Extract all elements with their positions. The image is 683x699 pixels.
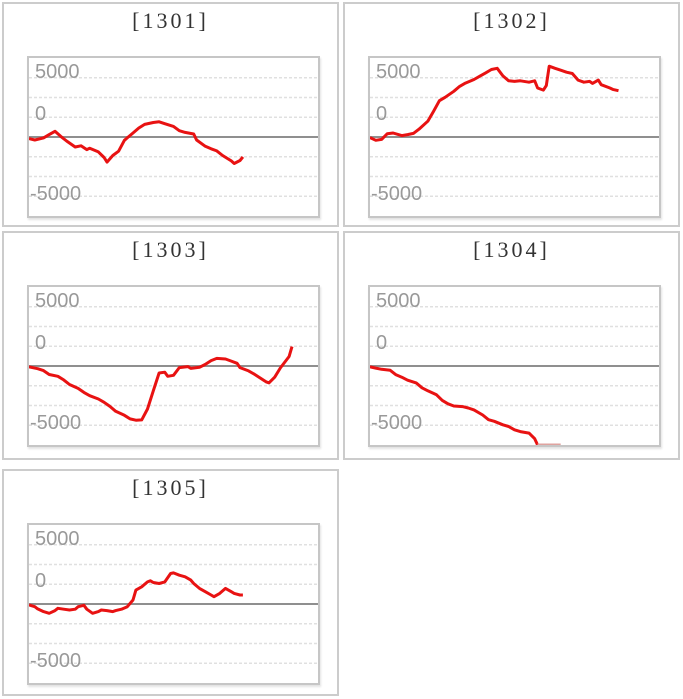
chart-card-1304: [1304] 5000 0 -5000	[343, 231, 680, 460]
y-axis-label-0: 0	[376, 332, 388, 354]
chart-title: [1301]	[132, 8, 209, 33]
y-axis-label-0: 0	[35, 103, 47, 125]
chart-plot: 5000 0 -5000	[27, 56, 320, 218]
chart-plot: 5000 0 -5000	[368, 56, 661, 218]
y-axis-label-5000: 5000	[35, 61, 80, 83]
chart-card-1305: [1305] 5000 0 -5000	[2, 469, 339, 696]
slump-line-chart	[370, 58, 659, 216]
chart-title: [1304]	[473, 237, 550, 262]
slump-line-chart	[29, 525, 318, 683]
y-axis-label-5000: 5000	[35, 290, 80, 312]
chart-title: [1303]	[132, 237, 209, 262]
y-axis-label-minus5000: -5000	[30, 650, 82, 672]
chart-card-1301: [1301] 5000 0 -5000	[2, 2, 339, 227]
y-axis-label-minus5000: -5000	[30, 412, 82, 434]
chart-title: [1302]	[473, 8, 550, 33]
chart-title: [1305]	[132, 475, 209, 500]
y-axis-label-minus5000: -5000	[30, 183, 82, 205]
chart-card-1302: [1302] 5000 0 -5000	[343, 2, 680, 227]
slump-line-chart	[29, 287, 318, 445]
y-axis-label-0: 0	[376, 103, 388, 125]
y-axis-label-0: 0	[35, 570, 47, 592]
y-axis-label-minus5000: -5000	[371, 412, 423, 434]
chart-plot: 5000 0 -5000	[27, 523, 320, 685]
chart-plot: 5000 0 -5000	[27, 285, 320, 447]
y-axis-label-0: 0	[35, 332, 47, 354]
slump-line-chart	[29, 58, 318, 216]
y-axis-label-minus5000: -5000	[371, 183, 423, 205]
chart-card-1303: [1303] 5000 0 -5000	[2, 231, 339, 460]
chart-plot: 5000 0 -5000	[368, 285, 661, 447]
slump-line-chart	[370, 287, 659, 445]
y-axis-label-5000: 5000	[376, 61, 421, 83]
y-axis-label-5000: 5000	[376, 290, 421, 312]
y-axis-label-5000: 5000	[35, 528, 80, 550]
